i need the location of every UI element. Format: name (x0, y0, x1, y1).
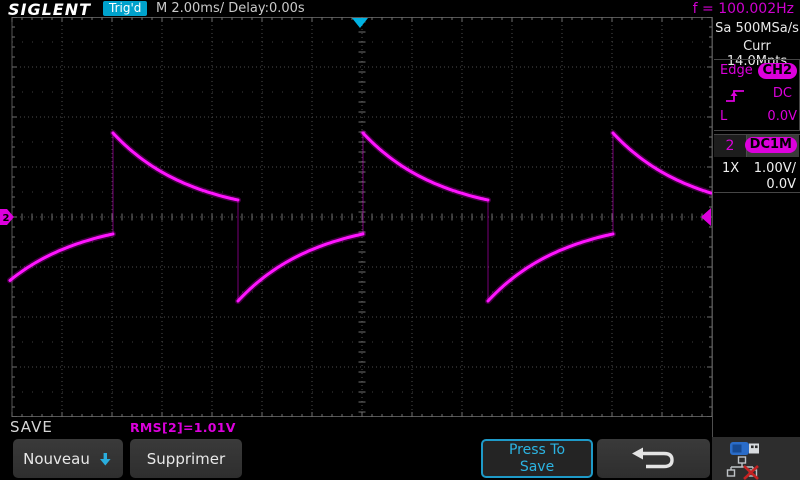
trigger-level-marker (701, 208, 711, 226)
trigger-info-panel: Edge CH2 DC L 0.0V (714, 59, 800, 131)
measurement-readout: RMS[2]=1.01V (130, 420, 236, 435)
supprimer-button-label: Supprimer (146, 449, 226, 468)
lan-disconnected-icon (726, 456, 759, 480)
waveform-display: 2 (0, 16, 714, 418)
nouveau-button-label: Nouveau (23, 449, 90, 468)
back-button[interactable] (597, 439, 710, 478)
press-to-save-line2: Save (519, 458, 555, 475)
channel2-position-marker (0, 209, 14, 225)
trigger-coupling: DC (772, 86, 792, 101)
rising-edge-icon (726, 90, 744, 102)
frequency-readout: f = 100.002Hz (692, 1, 794, 17)
siglent-logo: SIGLENT (8, 0, 92, 19)
menu-title: SAVE (10, 418, 53, 436)
system-status-panel (712, 437, 800, 480)
scope-graticule: 2 (0, 16, 714, 418)
sample-rate-readout: Sa 500MSa/s (715, 21, 799, 36)
timebase-readout: M 2.00ms/ Delay:0.00s (156, 1, 305, 16)
trigger-position-marker (352, 18, 368, 28)
trigger-status-badge: Trig'd (103, 1, 148, 16)
channel2-number: 2 (714, 135, 747, 157)
channel2-offset: 0.0V (766, 177, 796, 192)
trigger-level-label: L (720, 109, 728, 124)
channel2-scale: 1.00V/ (753, 161, 796, 176)
trigger-source-badge: CH2 (757, 63, 797, 79)
press-to-save-button[interactable]: Press To Save (481, 439, 593, 478)
header-bar: SIGLENT Trig'd M 2.00ms/ Delay:0.00s f =… (0, 0, 800, 19)
channel2-header-row: 2 DC1M (714, 135, 799, 157)
channel2-probe: 1X (722, 161, 740, 176)
trigger-type-label: Edge (720, 63, 753, 78)
nouveau-button[interactable]: Nouveau (13, 439, 123, 478)
dropdown-arrow-icon (99, 452, 111, 465)
channel2-coupling-badge: DC1M (744, 137, 797, 153)
channel2-position-marker-label: 2 (3, 213, 10, 224)
back-arrow-icon (631, 447, 674, 468)
press-to-save-line1: Press To (508, 441, 566, 458)
supprimer-button[interactable]: Supprimer (130, 439, 242, 478)
usb-icon (730, 442, 759, 455)
right-sidebar: Sa 500MSa/s Curr 14.0Mpts Edge CH2 DC L … (712, 17, 800, 437)
channel2-info-panel: 2 DC1M 1X 1.00V/ 0.0V (714, 134, 800, 193)
trigger-level-value: 0.0V (767, 109, 797, 124)
